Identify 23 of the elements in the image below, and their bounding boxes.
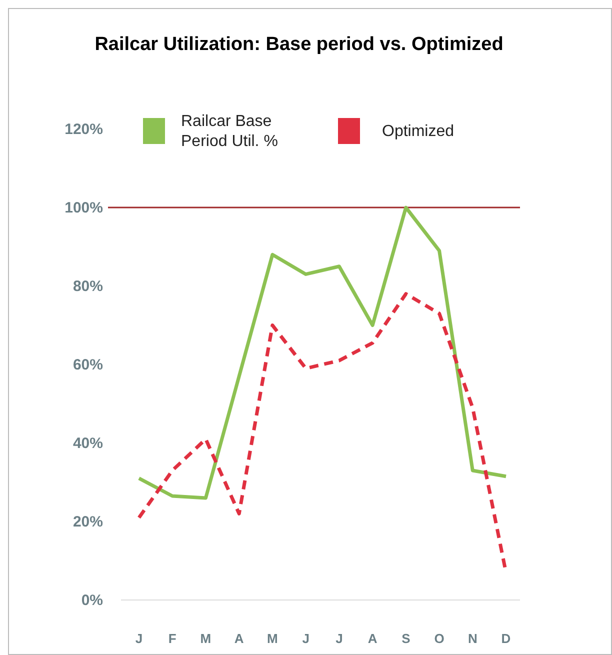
x-tick-label: M <box>200 631 212 646</box>
x-tick-label: S <box>402 631 411 646</box>
y-tick-label: 0% <box>81 592 103 609</box>
y-tick-label: 100% <box>64 200 103 216</box>
x-tick-label: N <box>468 631 478 646</box>
x-tick-label: D <box>501 631 511 646</box>
x-tick-label: M <box>267 631 278 646</box>
legend-label: Railcar Base Period Util. % <box>181 113 278 150</box>
legend-label: Optimized <box>382 123 454 140</box>
y-tick-label: 40% <box>72 435 103 452</box>
y-tick-label: 120% <box>64 121 103 138</box>
y-tick-label: 20% <box>72 514 103 530</box>
x-tick-label: A <box>368 631 378 646</box>
y-tick-label: 60% <box>72 356 103 374</box>
x-tick-label: A <box>234 631 244 646</box>
x-tick-label: J <box>302 631 310 646</box>
line-series <box>137 206 508 500</box>
x-tick-label: O <box>434 631 444 646</box>
x-tick-label: F <box>168 631 176 646</box>
y-tick-label: 80% <box>72 278 103 295</box>
x-tick-label: J <box>336 631 343 646</box>
chart-title: Railcar Utilization: Base period vs. Optimized <box>94 34 504 55</box>
x-tick-label: J <box>135 631 143 646</box>
